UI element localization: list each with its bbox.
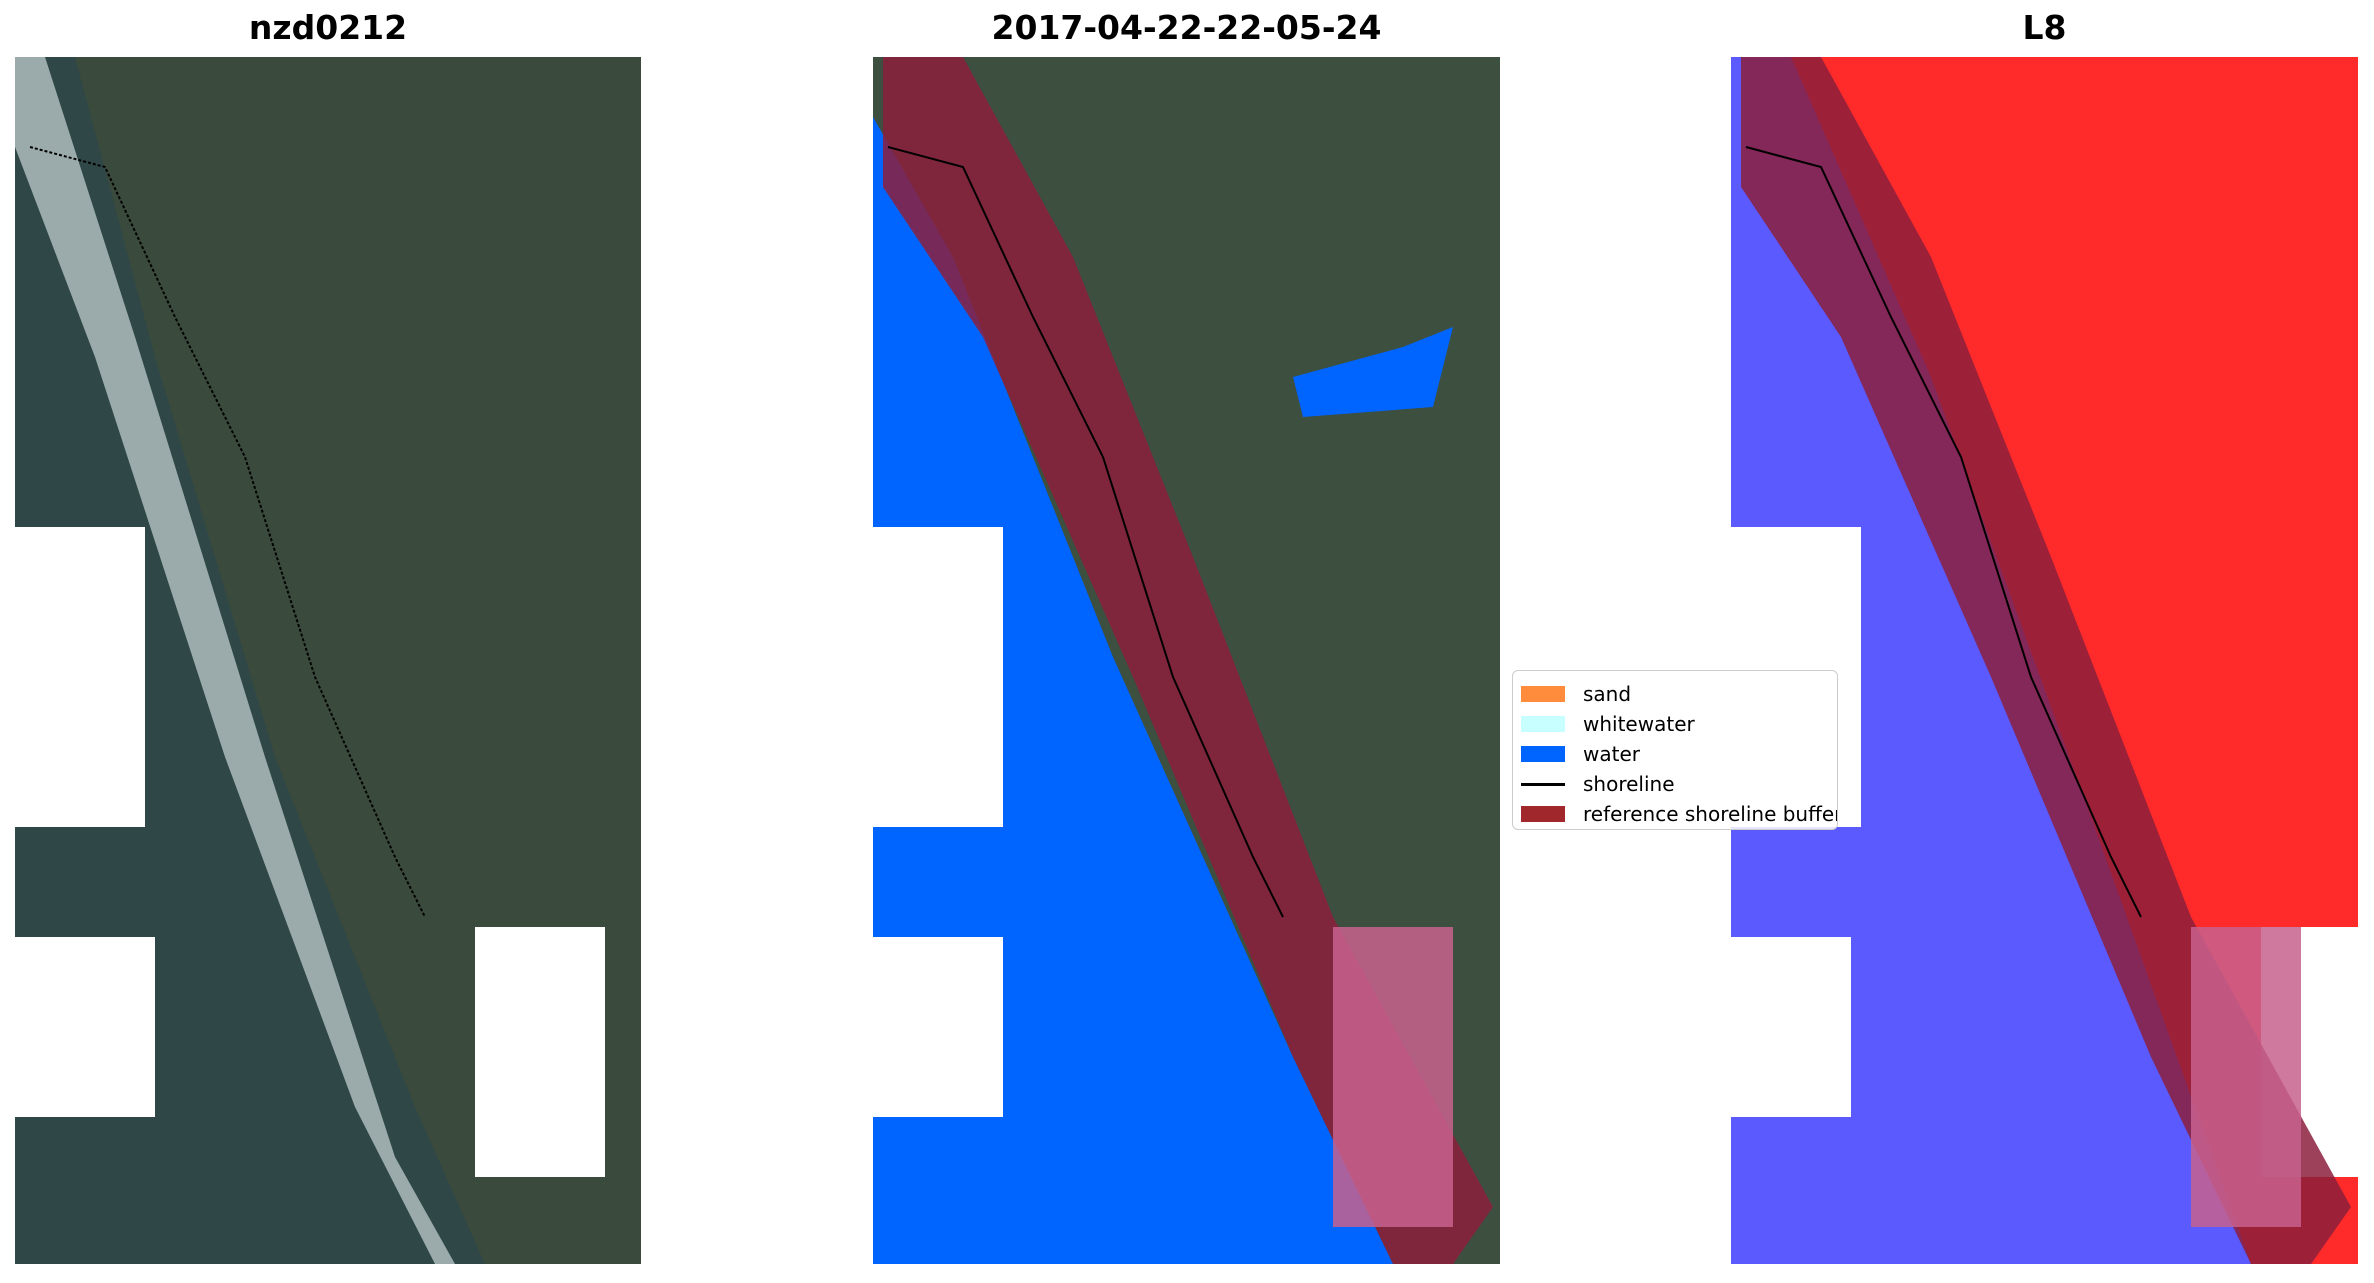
legend-label-sand: sand — [1583, 682, 1632, 706]
legend-item-sand: sand — [1521, 679, 1837, 709]
legend-label-shoreline: shoreline — [1583, 772, 1675, 796]
panel-title-rgb: nzd0212 — [248, 8, 408, 47]
classified-image — [873, 57, 1500, 1264]
panel-title-index: L8 — [2022, 8, 2067, 47]
legend-item-whitewater: whitewater — [1521, 709, 1837, 739]
legend-label-water: water — [1583, 742, 1640, 766]
water-swatch — [1521, 746, 1565, 762]
buffer-swatch — [1521, 806, 1565, 822]
sand-swatch — [1521, 686, 1565, 702]
index-image — [1731, 57, 2358, 1264]
rgb-satellite-image — [15, 57, 641, 1264]
legend-item-water: water — [1521, 739, 1837, 769]
legend-label-whitewater: whitewater — [1583, 712, 1695, 736]
panel-title-classified: 2017-04-22-22-05-24 — [991, 8, 1382, 47]
whitewater-swatch — [1521, 716, 1565, 732]
shoreline-swatch — [1521, 782, 1565, 786]
legend: sand whitewater water shoreline referenc… — [1512, 670, 1838, 830]
legend-item-buffer: reference shoreline buffer — [1521, 799, 1837, 829]
legend-label-buffer: reference shoreline buffer — [1583, 802, 1838, 826]
legend-item-shoreline: shoreline — [1521, 769, 1837, 799]
